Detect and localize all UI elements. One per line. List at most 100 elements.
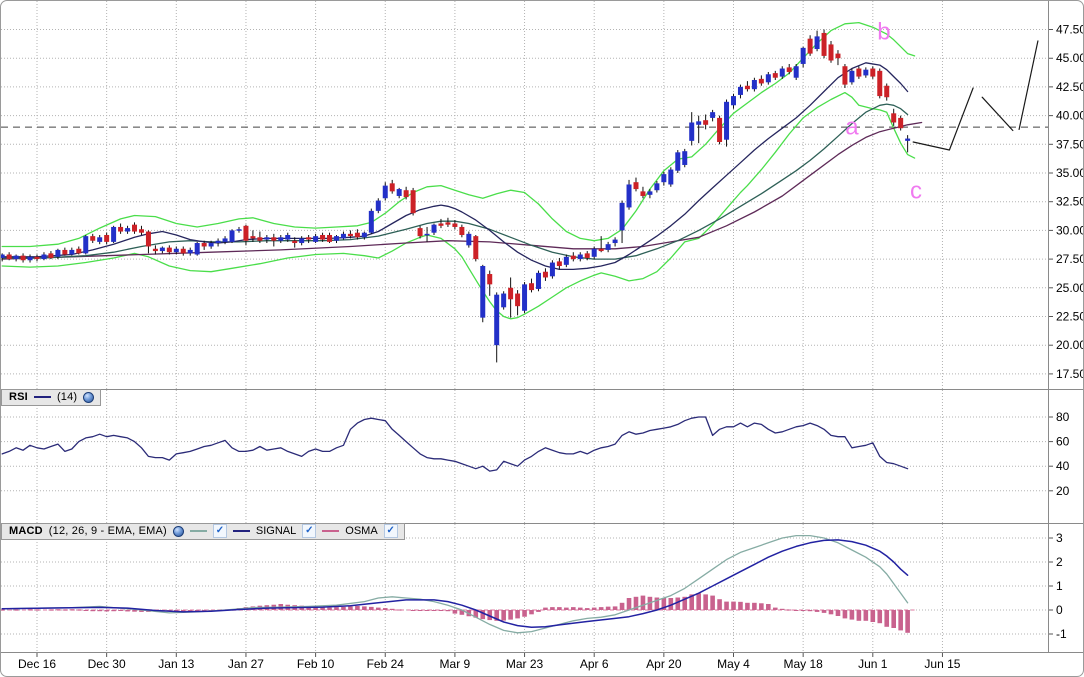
candle-body bbox=[668, 169, 674, 185]
osma-histogram-bar bbox=[605, 606, 611, 610]
osma-visibility-checkbox[interactable]: ✓ bbox=[383, 524, 398, 538]
globe-icon[interactable] bbox=[172, 525, 184, 537]
candle-body bbox=[821, 32, 827, 56]
osma-histogram-bar bbox=[334, 607, 339, 610]
candle-body bbox=[187, 249, 193, 254]
candle-body bbox=[647, 191, 653, 195]
osma-histogram-bar bbox=[772, 607, 778, 610]
candle-body bbox=[55, 249, 61, 257]
candle-body bbox=[800, 47, 806, 64]
macd-visibility-checkbox[interactable]: ✓ bbox=[212, 524, 227, 538]
signal-line-swatch bbox=[232, 530, 250, 532]
forecast-trendline bbox=[1018, 40, 1039, 130]
candle-body bbox=[584, 253, 590, 258]
candle-body bbox=[549, 262, 555, 277]
osma-histogram-bar bbox=[445, 610, 451, 612]
osma-histogram-bar bbox=[870, 610, 876, 622]
signal-line bbox=[1, 539, 909, 629]
candle-body bbox=[104, 234, 110, 242]
osma-histogram-bar bbox=[396, 609, 402, 611]
osma-label: OSMA bbox=[345, 525, 378, 537]
candle-body bbox=[229, 230, 235, 242]
candle-body bbox=[696, 121, 702, 125]
candle-body bbox=[320, 234, 326, 240]
osma-histogram-bar bbox=[828, 610, 834, 615]
osma-histogram-bar bbox=[187, 610, 193, 612]
candle-body bbox=[717, 117, 723, 143]
moving-average-slow bbox=[1, 121, 923, 260]
candle-body bbox=[6, 254, 12, 260]
axis-tick-label: 30.00 bbox=[1056, 223, 1083, 237]
candle-body bbox=[877, 70, 883, 97]
osma-histogram-bar bbox=[884, 610, 890, 627]
osma-histogram-bar bbox=[494, 610, 499, 621]
axis-tick-label: Mar 23 bbox=[506, 657, 544, 671]
osma-histogram-bar bbox=[821, 610, 827, 613]
osma-histogram-bar bbox=[438, 610, 444, 611]
candle-body bbox=[535, 272, 541, 289]
osma-line-swatch bbox=[322, 530, 340, 532]
osma-histogram-bar bbox=[898, 610, 903, 631]
axis-tick-label: 3 bbox=[1056, 531, 1063, 545]
osma-histogram-bar bbox=[76, 609, 82, 611]
axis-tick-label: Feb 24 bbox=[367, 657, 405, 671]
osma-histogram-bar bbox=[738, 601, 743, 610]
axis-tick-label: Jan 13 bbox=[158, 657, 194, 671]
candle-body bbox=[257, 237, 263, 241]
bollinger-lower-band bbox=[1, 91, 916, 320]
axis-tick-label: 37.50 bbox=[1056, 137, 1083, 151]
rsi-label: RSI bbox=[9, 391, 28, 403]
candle-body bbox=[361, 232, 367, 238]
candle-body bbox=[758, 78, 764, 84]
macd-line-swatch bbox=[189, 530, 207, 532]
candle-body bbox=[62, 249, 68, 255]
signal-visibility-checkbox[interactable]: ✓ bbox=[302, 524, 317, 538]
candle-body bbox=[619, 202, 625, 231]
globe-icon[interactable] bbox=[83, 391, 95, 403]
candle-body bbox=[737, 86, 743, 95]
candle-body bbox=[347, 233, 353, 237]
candle-body bbox=[166, 247, 172, 253]
candle-body bbox=[292, 240, 298, 244]
candle-body bbox=[1, 254, 5, 258]
osma-histogram-bar bbox=[598, 607, 604, 610]
candle-body bbox=[772, 73, 778, 78]
candle-body bbox=[368, 210, 374, 233]
rsi-line bbox=[1, 416, 909, 472]
osma-histogram-bar bbox=[522, 610, 527, 617]
candle-body bbox=[459, 226, 465, 235]
candle-body bbox=[90, 236, 96, 241]
osma-histogram-bar bbox=[584, 608, 590, 610]
candle-body bbox=[731, 96, 736, 106]
osma-histogram-bar bbox=[139, 610, 144, 612]
osma-histogram-bar bbox=[369, 606, 374, 610]
osma-histogram-bar bbox=[452, 610, 458, 614]
osma-histogram-bar bbox=[48, 609, 54, 611]
candle-body bbox=[375, 200, 381, 211]
forecast-trendline bbox=[912, 87, 974, 151]
candle-body bbox=[299, 238, 305, 244]
candle-body bbox=[313, 236, 319, 242]
osma-histogram-bar bbox=[355, 605, 360, 610]
osma-histogram-bar bbox=[752, 602, 757, 610]
osma-histogram-bar bbox=[480, 610, 486, 620]
candle-body bbox=[640, 191, 646, 196]
osma-histogram-bar bbox=[626, 598, 632, 610]
candle-body bbox=[765, 74, 771, 83]
axis-tick-label: 27.50 bbox=[1056, 252, 1083, 266]
osma-histogram-bar bbox=[766, 604, 771, 610]
signal-label: SIGNAL bbox=[255, 525, 297, 537]
osma-histogram-bar bbox=[1, 609, 5, 611]
candle-body bbox=[13, 255, 19, 260]
osma-histogram-bar bbox=[473, 610, 479, 618]
candle-body bbox=[570, 255, 576, 260]
osma-histogram-bar bbox=[591, 607, 597, 610]
candle-body bbox=[20, 255, 26, 261]
candle-body bbox=[480, 265, 486, 318]
axis-tick-label: Jan 27 bbox=[228, 657, 264, 671]
candle-body bbox=[152, 248, 158, 252]
osma-histogram-bar bbox=[132, 610, 137, 612]
candle-body bbox=[473, 236, 479, 260]
candle-body bbox=[654, 183, 660, 191]
